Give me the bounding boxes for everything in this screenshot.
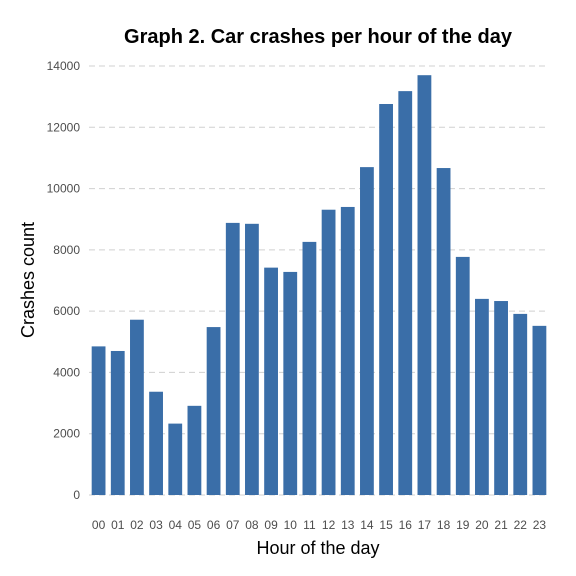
y-tick-label: 2000 [53,427,80,441]
x-tick-label: 09 [264,518,278,532]
bar-15 [379,103,393,496]
bar-21 [494,301,508,495]
y-tick-label: 14000 [47,59,81,73]
chart-title: Graph 2. Car crashes per hour of the day [124,26,513,48]
x-tick-label: 08 [245,518,259,532]
x-tick-label: 02 [130,518,144,532]
bar-16 [398,91,413,496]
bar-06 [206,327,221,495]
bar-11 [302,241,317,495]
x-tick-label: 01 [111,518,125,532]
bar-13 [340,206,355,495]
x-tick-label: 13 [341,518,355,532]
y-tick-label: 8000 [53,243,80,257]
x-tick-label: 12 [322,518,336,532]
x-tick-label: 15 [379,518,393,532]
bar-05 [187,405,202,495]
x-tick-label: 16 [399,518,413,532]
bar-20 [475,298,489,495]
bar-00 [91,346,106,495]
x-tick-label: 11 [303,518,316,532]
bar-02 [130,319,144,495]
y-tick-label: 12000 [47,120,81,134]
x-tick-label: 00 [92,518,106,532]
x-tick-label: 06 [207,518,221,532]
bar-10 [283,271,298,495]
y-tick-label: 0 [73,488,80,502]
bar-17 [417,75,432,495]
x-tick-label: 21 [494,518,508,532]
x-tick-label: 14 [360,518,374,532]
bar-22 [513,313,528,495]
y-axis-ticks: 0 2000 4000 6000 8000 10000 12000 14000 [47,59,81,502]
x-tick-label: 23 [533,518,547,532]
x-tick-label: 17 [418,518,432,532]
x-axis-label: Hour of the day [256,538,379,558]
x-tick-label: 22 [514,518,528,532]
y-tick-label: 6000 [53,304,80,318]
bar-14 [360,167,374,495]
x-tick-label: 19 [456,518,470,532]
x-tick-label: 10 [284,518,298,532]
x-tick-label: 03 [149,518,163,532]
x-tick-label: 20 [475,518,489,532]
bar-07 [225,222,240,496]
bar-19 [455,256,470,495]
bar-18 [436,168,451,495]
bar-04 [168,423,183,495]
bar-09 [264,267,278,495]
x-axis-ticks: 00 01 02 03 04 05 06 07 08 09 10 11 12 13 14 15 16 17 18 19… [92,518,547,532]
bar-08 [245,223,259,495]
y-tick-label: 10000 [47,182,81,196]
x-tick-label: 07 [226,518,240,532]
y-axis-label: Crashes count [18,222,38,338]
x-tick-label: 18 [437,518,451,532]
bar-23 [532,325,547,495]
bar-03 [149,391,163,495]
x-tick-label: 04 [169,518,183,532]
bar-01 [110,350,125,495]
bar-12 [321,209,336,495]
x-tick-label: 05 [188,518,202,532]
gridlines [89,65,549,496]
y-tick-label: 4000 [53,365,80,379]
bars [91,75,547,496]
